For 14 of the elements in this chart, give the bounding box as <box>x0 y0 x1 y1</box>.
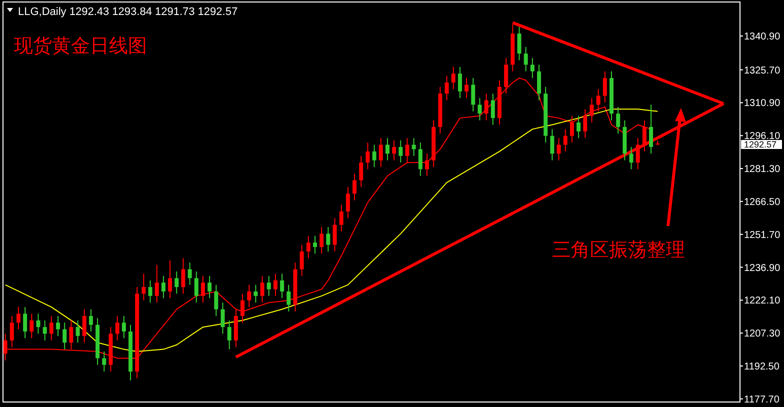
chart-subtitle: LLG,Daily 1292.43 1293.84 1291.73 1292.57 <box>18 6 238 18</box>
y-tick-label: 1325.70 <box>744 65 781 76</box>
y-tick-label: 1266.50 <box>744 196 781 208</box>
y-tick-label: 1310.90 <box>744 98 781 110</box>
text: 现货黄金日线图 <box>14 35 147 57</box>
y-tick-label: 1177.70 <box>744 394 780 406</box>
y-tick-label: 1222.10 <box>744 296 781 307</box>
y-tick-label: 1251.70 <box>744 230 781 241</box>
y-tick-label: 1340.90 <box>744 32 781 43</box>
annotation: 三角区振荡整理 <box>552 239 685 261</box>
y-tick-label: 1236.90 <box>744 262 781 274</box>
y-tick-label: 1192.50 <box>744 361 780 372</box>
y-tick-label: 1207.30 <box>744 328 781 340</box>
y-tick-label: 1281.30 <box>744 164 781 176</box>
